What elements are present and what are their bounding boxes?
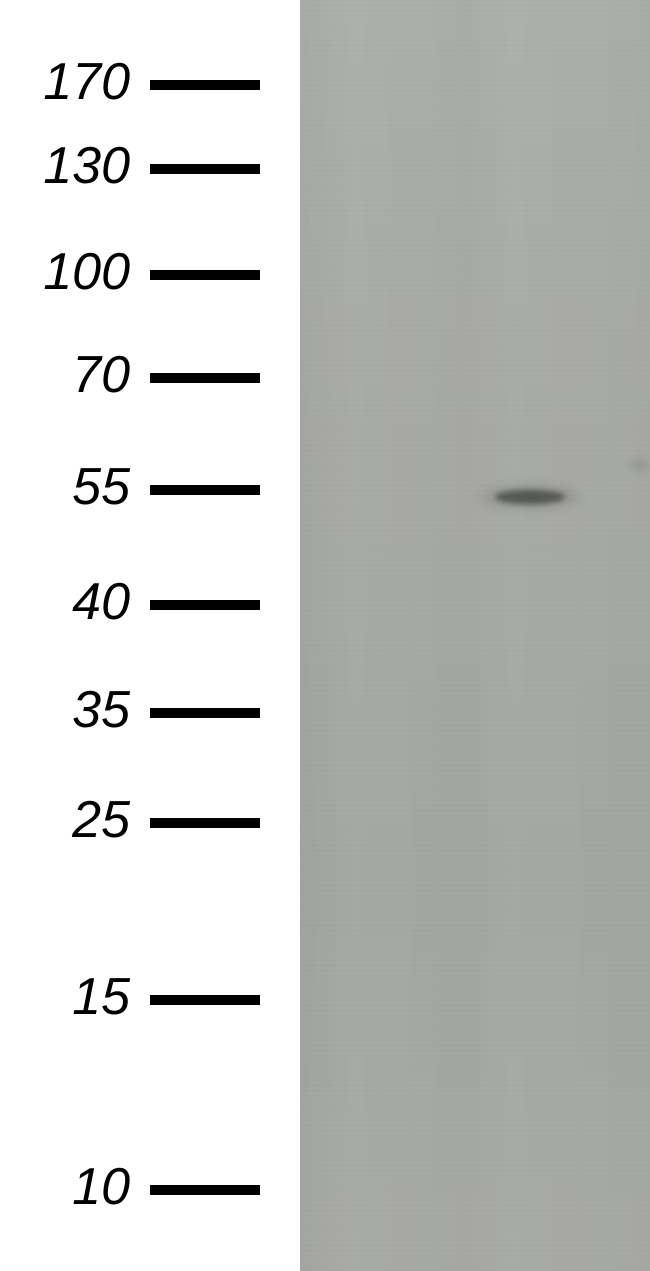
blot-membrane-lane (300, 0, 650, 1271)
western-blot-figure: 170 130 100 70 55 40 35 25 15 10 (0, 0, 650, 1271)
ladder-tick-130 (150, 164, 260, 174)
ladder-tick-55 (150, 485, 260, 495)
band-58 (630, 460, 650, 470)
ladder-label-10: 10 (10, 1161, 130, 1213)
band-55 (480, 486, 580, 508)
ladder-tick-10 (150, 1185, 260, 1195)
ladder-tick-40 (150, 600, 260, 610)
ladder-tick-35 (150, 708, 260, 718)
ladder-tick-15 (150, 995, 260, 1005)
ladder-label-100: 100 (10, 246, 130, 298)
ladder-label-40: 40 (10, 576, 130, 628)
ladder-label-55: 55 (10, 461, 130, 513)
ladder-tick-100 (150, 270, 260, 280)
ladder-tick-170 (150, 80, 260, 90)
ladder-label-25: 25 (10, 794, 130, 846)
ladder-label-15: 15 (10, 971, 130, 1023)
ladder-label-70: 70 (10, 349, 130, 401)
ladder-label-130: 130 (10, 140, 130, 192)
ladder-tick-25 (150, 818, 260, 828)
ladder-label-170: 170 (10, 56, 130, 108)
ladder-tick-70 (150, 373, 260, 383)
ladder-label-35: 35 (10, 684, 130, 736)
